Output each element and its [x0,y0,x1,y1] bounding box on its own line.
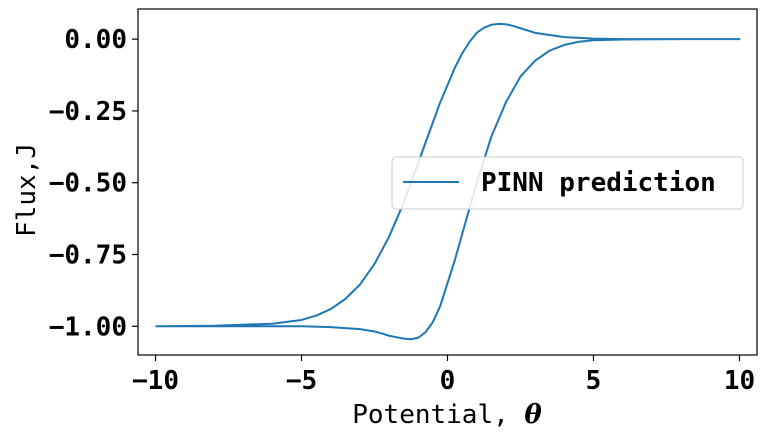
tick-marks [132,38,741,361]
y-axis-label: Flux,J [12,143,42,237]
legend-box [391,156,744,210]
x-tick-label: 5 [586,366,602,396]
y-tick-label: −0.50 [49,169,127,199]
y-tick-label: −0.25 [49,97,127,127]
y-tick-label: −0.75 [49,241,127,271]
tick-labels: −10 −5 0 5 10 0.00 −0.25 −0.50 −0.75 −1.00 [49,25,755,396]
x-axis-label-symbol: θ [524,400,542,430]
y-tick-label: −1.00 [49,312,127,342]
x-tick-label: 0 [440,366,456,396]
y-tick-label: 0.00 [64,25,127,55]
plot-frame [137,8,758,356]
x-tick-label: −10 [132,366,179,396]
x-tick-label: 10 [724,366,755,396]
x-axis-label: Potential, θ [352,400,542,430]
legend-entry-label: PINN prediction [481,168,716,198]
legend: PINN prediction [391,156,744,210]
x-tick-label: −5 [286,366,317,396]
